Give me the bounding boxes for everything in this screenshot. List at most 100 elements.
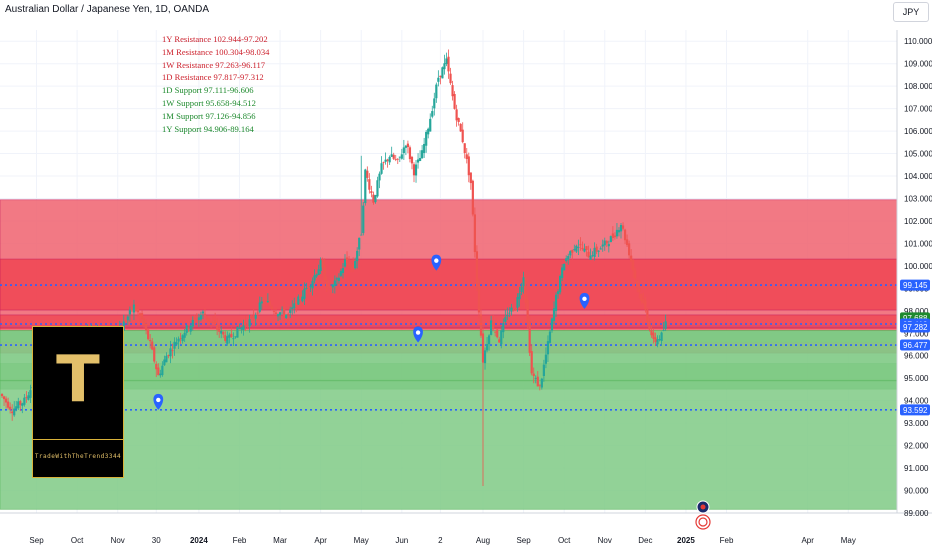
candle-body [485, 344, 489, 351]
y-tick-label: 101.000 [904, 239, 932, 248]
candle-body [15, 406, 18, 410]
candle-body [203, 313, 207, 316]
candle-body [7, 401, 10, 408]
candle-body [660, 332, 663, 342]
candle-body [183, 332, 186, 338]
candle-body [437, 77, 440, 82]
candle-body [157, 367, 160, 376]
candle-body [605, 241, 608, 244]
candle-body [408, 147, 412, 160]
candle-body [179, 338, 182, 340]
x-tick-label: Sep [516, 536, 531, 545]
candle-body [587, 251, 590, 258]
candle-body [283, 308, 286, 317]
candle-body [181, 335, 184, 342]
candle-body [185, 325, 188, 333]
candle-body [19, 401, 22, 406]
candle-body [370, 191, 373, 194]
event-icon-flag[interactable] [696, 500, 710, 514]
markers [153, 254, 590, 410]
x-tick-label: Apr [801, 536, 814, 545]
y-tick-label: 95.000 [904, 374, 929, 383]
candle-body [256, 312, 259, 314]
price-axis[interactable]: 89.000 90.000 91.000 92.000 93.000 94.000 95.0… [904, 37, 932, 518]
candle-body [465, 154, 468, 160]
x-tick-label: Aug [476, 536, 490, 545]
candle-body [248, 319, 251, 327]
candle-body [315, 274, 318, 277]
candle-body [652, 332, 655, 339]
candle-body [278, 312, 282, 316]
candle-body [228, 334, 231, 338]
candle-body [226, 336, 229, 344]
candle-body [447, 56, 450, 72]
candle-body [280, 309, 284, 311]
candle-body [650, 330, 653, 336]
candle-body [506, 315, 509, 317]
candle-body [366, 170, 369, 178]
candle-body [254, 315, 257, 319]
candle-body [354, 261, 357, 269]
candle-body [467, 156, 470, 176]
candle-body [469, 172, 472, 184]
candle-body [455, 109, 458, 121]
candle-body [439, 75, 442, 77]
candle-body [611, 233, 614, 238]
candle-body [244, 322, 247, 326]
candle-body [317, 269, 320, 276]
candle-body [13, 408, 16, 416]
candle-body [201, 311, 205, 314]
y-tick-label: 96.000 [904, 352, 929, 361]
candle-body [380, 163, 383, 174]
candle-body [477, 284, 481, 313]
candle-body [240, 327, 243, 330]
candle-body [603, 240, 606, 246]
x-tick-label: Sep [29, 536, 44, 545]
x-tick-label: Oct [71, 536, 84, 545]
candle-body [552, 308, 556, 321]
candle-body [617, 230, 621, 233]
candle-body [360, 234, 363, 236]
candle-body [563, 263, 566, 271]
candle-body [175, 342, 178, 345]
candle-body [191, 319, 194, 327]
candle-body [394, 158, 397, 160]
event-icon-dividend[interactable] [695, 514, 711, 530]
candle-body [579, 244, 582, 246]
candle-body [654, 337, 657, 343]
candle-body [528, 321, 531, 353]
candle-body [262, 301, 265, 302]
y-tick-label: 92.000 [904, 442, 929, 451]
candle-body [435, 84, 438, 99]
candle-body [145, 323, 148, 331]
x-tick-label: Apr [314, 536, 327, 545]
candle-body [398, 156, 401, 158]
candle-body [333, 280, 336, 286]
candle-body [268, 301, 272, 306]
candle-body [642, 298, 645, 304]
zones [0, 199, 898, 510]
x-tick-label: 30 [152, 536, 161, 545]
candle-body [516, 297, 519, 308]
candle-body [130, 307, 134, 311]
candle-body [147, 329, 150, 340]
candle-body [524, 277, 527, 303]
candle-body [242, 325, 245, 331]
candle-body [376, 180, 379, 197]
time-axis[interactable]: Sep Oct Nov 30 2024 Feb Mar Apr May Jun 2 Aug Sep Oct… [29, 536, 855, 545]
zone-support-1y [0, 379, 898, 510]
candle-body [479, 314, 483, 336]
candle-body [0, 393, 4, 397]
candle-body [362, 205, 365, 234]
candle-body [630, 255, 633, 262]
x-tick-label: Nov [111, 536, 125, 545]
candle-body [140, 313, 144, 319]
candle-body [21, 403, 24, 406]
candle-body [609, 236, 612, 243]
candle-body [571, 249, 574, 253]
candle-body [27, 395, 30, 400]
currency-button[interactable]: JPY [893, 2, 929, 22]
candle-body [155, 363, 158, 370]
candle-body [628, 243, 631, 256]
